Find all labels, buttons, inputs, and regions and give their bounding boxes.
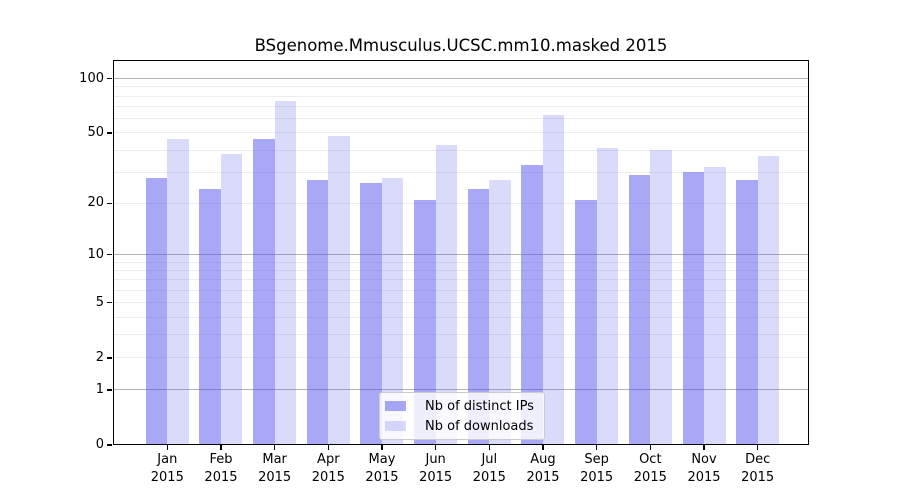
bar-distinct-ips-aug bbox=[521, 165, 543, 445]
y-tick-label-0: 0 bbox=[95, 437, 104, 452]
bar-downloads-dec bbox=[757, 156, 780, 445]
x-tick-label-sep: Sep 2015 bbox=[580, 452, 614, 485]
gridline-minor-80 bbox=[113, 95, 809, 97]
gridline-minor-90 bbox=[113, 86, 809, 88]
gridline-minor-70 bbox=[113, 106, 809, 108]
plot-area bbox=[113, 60, 809, 445]
legend-swatch-downloads-icon bbox=[385, 421, 406, 431]
gridline-minor-40 bbox=[113, 149, 809, 151]
bar-distinct-ips-feb bbox=[199, 189, 221, 445]
gridline-minor-50 bbox=[113, 132, 809, 134]
x-tick-nov bbox=[703, 445, 705, 450]
y-tick-2 bbox=[107, 357, 112, 359]
bar-downloads-mar bbox=[274, 101, 297, 445]
x-tick-oct bbox=[649, 445, 652, 450]
legend-label-downloads: Nb of downloads bbox=[425, 418, 534, 434]
gridline-minor-9 bbox=[113, 261, 809, 263]
gridline-minor-30 bbox=[113, 171, 809, 173]
bar-downloads-apr bbox=[328, 136, 350, 445]
x-tick-label-jan: Jan 2015 bbox=[150, 452, 184, 485]
x-tick-jan bbox=[166, 445, 169, 450]
bar-downloads-jul bbox=[489, 180, 511, 445]
legend-label-distinct-ips: Nb of distinct IPs bbox=[425, 398, 534, 414]
x-tick-dec bbox=[756, 445, 759, 450]
gridline-minor-8 bbox=[113, 270, 809, 272]
y-tick-10 bbox=[107, 253, 112, 256]
bar-distinct-ips-dec bbox=[736, 180, 758, 445]
gridline-major-10 bbox=[113, 254, 809, 256]
bar-distinct-ips-jun bbox=[414, 199, 436, 445]
x-tick-label-jun: Jun 2015 bbox=[419, 452, 453, 485]
bar-distinct-ips-oct bbox=[628, 174, 651, 445]
x-tick-sep bbox=[595, 445, 598, 450]
x-tick-apr bbox=[327, 445, 330, 450]
x-tick-may bbox=[381, 445, 383, 450]
chart-title: BSgenome.Mmusculus.UCSC.mm10.masked 2015 bbox=[254, 36, 668, 55]
bar-distinct-ips-jul bbox=[467, 189, 490, 445]
x-tick-mar bbox=[273, 445, 276, 450]
gridline-minor-7 bbox=[113, 279, 809, 281]
legend-row-downloads: Nb of downloads bbox=[385, 416, 536, 436]
legend-swatch-distinct-ips-icon bbox=[385, 401, 406, 411]
x-tick-label-oct: Oct 2015 bbox=[633, 452, 667, 485]
x-tick-label-may: May 2015 bbox=[365, 452, 399, 485]
x-tick-label-feb: Feb 2015 bbox=[204, 452, 238, 485]
bar-downloads-jan bbox=[167, 139, 189, 445]
bar-downloads-oct bbox=[650, 150, 672, 445]
y-tick-label-1: 1 bbox=[95, 381, 104, 397]
x-tick-label-jul: Jul 2015 bbox=[472, 452, 506, 485]
bar-distinct-ips-sep bbox=[575, 199, 597, 445]
y-tick-label-5: 5 bbox=[95, 294, 104, 310]
bar-downloads-jun bbox=[435, 144, 458, 445]
bar-downloads-nov bbox=[704, 167, 726, 445]
bar-distinct-ips-nov bbox=[682, 172, 704, 445]
y-tick-20 bbox=[107, 202, 112, 204]
x-tick-label-nov: Nov 2015 bbox=[687, 452, 721, 485]
y-tick-1 bbox=[107, 389, 112, 391]
x-tick-label-aug: Aug 2015 bbox=[526, 452, 560, 485]
bar-distinct-ips-jan bbox=[145, 177, 168, 445]
y-tick-label-2: 2 bbox=[95, 349, 104, 365]
x-tick-label-apr: Apr 2015 bbox=[311, 452, 345, 485]
bar-distinct-ips-may bbox=[360, 183, 382, 445]
gridline-minor-3 bbox=[113, 334, 809, 336]
y-tick-5 bbox=[107, 301, 112, 304]
x-tick-feb bbox=[220, 445, 222, 450]
y-tick-label-20: 20 bbox=[87, 195, 104, 211]
bar-downloads-may bbox=[381, 177, 404, 445]
bar-downloads-sep bbox=[596, 148, 619, 445]
y-tick-label-50: 50 bbox=[87, 124, 104, 140]
x-tick-aug bbox=[542, 445, 544, 450]
bar-downloads-aug bbox=[542, 114, 565, 445]
legend: Nb of distinct IPs Nb of downloads bbox=[379, 392, 545, 440]
gridline-minor-60 bbox=[113, 118, 809, 120]
gridline-minor-2 bbox=[113, 357, 809, 359]
gridline-major-100 bbox=[113, 78, 809, 80]
x-tick-jun bbox=[434, 445, 437, 450]
x-tick-label-dec: Dec 2015 bbox=[741, 452, 775, 485]
gridline-minor-20 bbox=[113, 202, 809, 204]
bar-distinct-ips-apr bbox=[306, 180, 329, 445]
legend-row-distinct-ips: Nb of distinct IPs bbox=[385, 396, 536, 416]
y-tick-label-100: 100 bbox=[79, 70, 104, 86]
y-tick-0 bbox=[107, 444, 112, 446]
y-tick-100 bbox=[107, 77, 112, 80]
y-tick-50 bbox=[107, 132, 112, 134]
x-tick-label-mar: Mar 2015 bbox=[258, 452, 292, 485]
gridline-major-1 bbox=[113, 389, 809, 391]
gridline-minor-4 bbox=[113, 316, 809, 318]
x-tick-jul bbox=[488, 445, 491, 450]
bar-downloads-feb bbox=[220, 154, 243, 445]
bar-distinct-ips-mar bbox=[253, 139, 275, 445]
gridline-minor-6 bbox=[113, 289, 809, 291]
gridline-minor-5 bbox=[113, 302, 809, 304]
y-tick-label-10: 10 bbox=[87, 246, 104, 262]
